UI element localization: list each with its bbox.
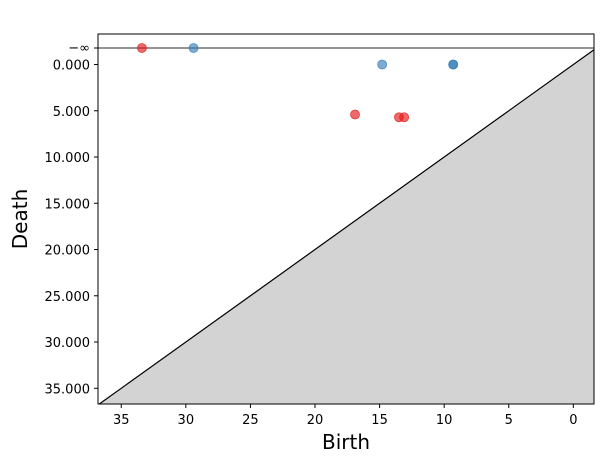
x-axis-label: Birth <box>322 430 370 454</box>
x-tick-label: 10 <box>436 413 453 428</box>
data-point-series-1 <box>350 109 360 120</box>
below-diagonal-fill <box>98 49 594 404</box>
x-tick-label: 0 <box>569 413 577 428</box>
y-tick-label: 35.000 <box>45 382 91 397</box>
x-axis: 35 30 25 20 15 10 5 0 <box>113 404 577 428</box>
x-tick-label: 35 <box>113 413 130 428</box>
data-point-series-1 <box>399 112 410 123</box>
x-tick-label: 25 <box>242 413 259 428</box>
y-axis: 0.000 5.000 10.000 15.000 20.000 25.000 30.000… <box>45 41 98 397</box>
data-point-series-2 <box>377 59 388 70</box>
x-tick-label: 30 <box>178 413 195 428</box>
data-point-series-2 <box>448 59 459 70</box>
y-tick-label: 20.000 <box>45 244 91 259</box>
y-tick-label: 10.000 <box>45 151 91 166</box>
x-tick-label: 5 <box>505 413 513 428</box>
y-tick-label: 5.000 <box>53 105 90 120</box>
y-tick-label-infinity: −∞ <box>68 41 90 56</box>
x-tick-label: 15 <box>371 413 388 428</box>
y-axis-label: Death <box>8 189 32 249</box>
plot-area <box>98 47 595 405</box>
plot-frame <box>97 33 595 405</box>
x-tick-label: 20 <box>307 413 324 428</box>
y-tick-label: 15.000 <box>45 197 91 212</box>
data-points <box>137 43 459 123</box>
data-point-series-2 <box>188 43 199 53</box>
diagonal-line <box>98 49 595 405</box>
y-tick-label: 25.000 <box>45 290 91 305</box>
y-tick-label: 30.000 <box>45 336 91 351</box>
y-tick-label: 0.000 <box>53 59 90 74</box>
data-point-series-1 <box>137 43 147 53</box>
